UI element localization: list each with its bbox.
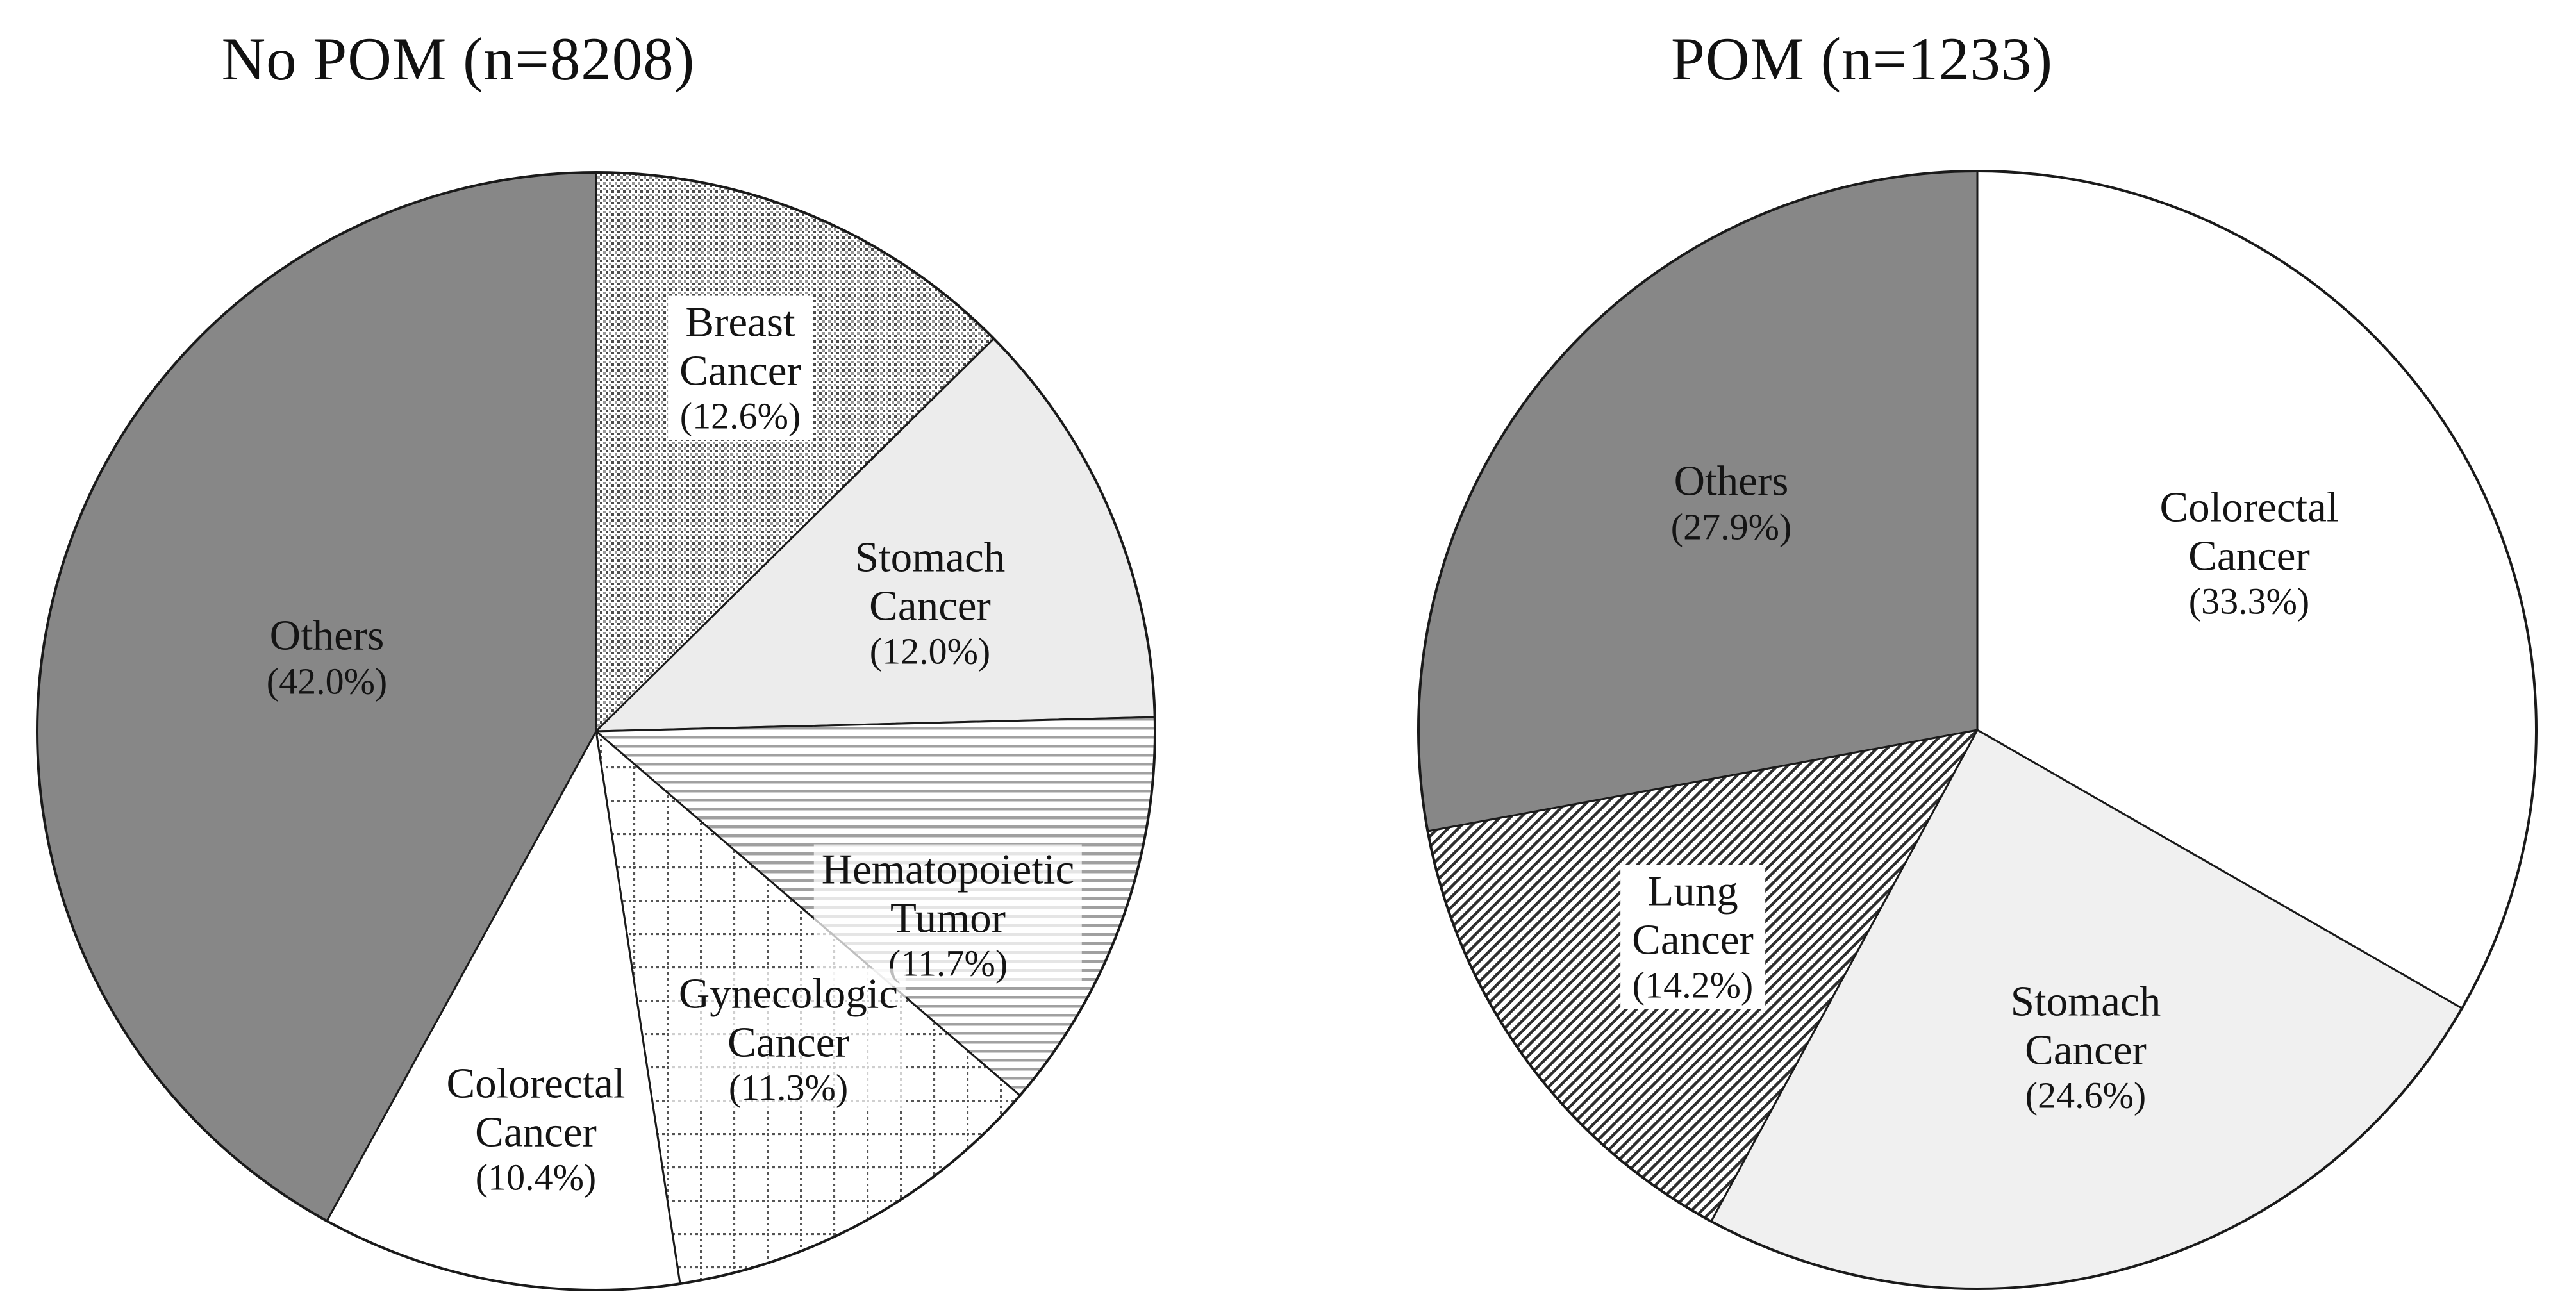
- slice-label-line: Hematopoietic: [821, 845, 1075, 893]
- slice-label-hematopoietic-tumor: Hematopoietic Tumor (11.7%): [813, 844, 1083, 986]
- slice-label-line: Cancer: [475, 1108, 597, 1156]
- slice-label-line: Cancer: [2025, 1026, 2147, 1074]
- pie-outline-left: [36, 171, 1156, 1291]
- slice-label-line: Colorectal: [446, 1059, 626, 1107]
- slice-label-line: Breast: [685, 298, 795, 346]
- slice-label-colorectal-cancer: Colorectal Cancer (10.4%): [446, 1060, 625, 1199]
- slice-label-line: Cancer: [2188, 532, 2310, 580]
- slice-label-line: Cancer: [727, 1018, 849, 1066]
- slice-label-percent: (11.7%): [888, 942, 1008, 984]
- slice-label-percent: (12.0%): [869, 630, 991, 672]
- slice-label-line: Others: [269, 611, 385, 659]
- slice-label-line: Lung: [1647, 867, 1738, 915]
- slice-label-line: Tumor: [890, 894, 1006, 942]
- slice-label-line: Cancer: [869, 582, 991, 630]
- chart-title-pom: POM (n=1233): [1670, 25, 2054, 93]
- slice-label-percent: (33.3%): [2188, 580, 2310, 622]
- slice-label-line: Gynecologic: [678, 970, 899, 1018]
- slice-label-others: Others (42.0%): [267, 611, 387, 702]
- slice-label-line: Cancer: [679, 347, 801, 395]
- slice-label-line: Others: [1674, 457, 1789, 505]
- slice-label-breast-cancer: Breast Cancer (12.6%): [668, 295, 813, 440]
- pie-outline-right: [1417, 170, 2538, 1290]
- slice-label-percent: (14.2%): [1632, 964, 1754, 1006]
- slice-label-stomach-cancer: Stomach Cancer (12.0%): [855, 534, 1005, 673]
- slice-label-line: Colorectal: [2159, 483, 2339, 531]
- slice-label-percent: (27.9%): [1670, 506, 1792, 548]
- pie-right-pom: [1417, 170, 2538, 1290]
- slice-label-line: Cancer: [1632, 916, 1754, 964]
- slice-label-percent: (11.3%): [728, 1066, 849, 1109]
- slice-label-percent: (10.4%): [475, 1156, 597, 1198]
- slice-label-lung-cancer: Lung Cancer (14.2%): [1620, 865, 1765, 1009]
- slice-label-line: Stomach: [854, 533, 1006, 581]
- pie-left-no-pom: [36, 171, 1156, 1291]
- slice-label-stomach-cancer: Stomach Cancer (24.6%): [2011, 978, 2161, 1117]
- chart-title-no-pom: No POM (n=8208): [221, 25, 695, 93]
- slice-label-others: Others (27.9%): [1671, 457, 1791, 547]
- slice-label-line: Stomach: [2010, 977, 2161, 1025]
- slice-label-percent: (12.6%): [679, 395, 801, 437]
- slice-label-colorectal-cancer: Colorectal Cancer (33.3%): [2159, 484, 2338, 623]
- slice-label-percent: (24.6%): [2025, 1074, 2147, 1116]
- slice-label-gynecologic-cancer: Gynecologic Cancer (11.3%): [670, 968, 906, 1111]
- slice-label-percent: (42.0%): [266, 660, 388, 702]
